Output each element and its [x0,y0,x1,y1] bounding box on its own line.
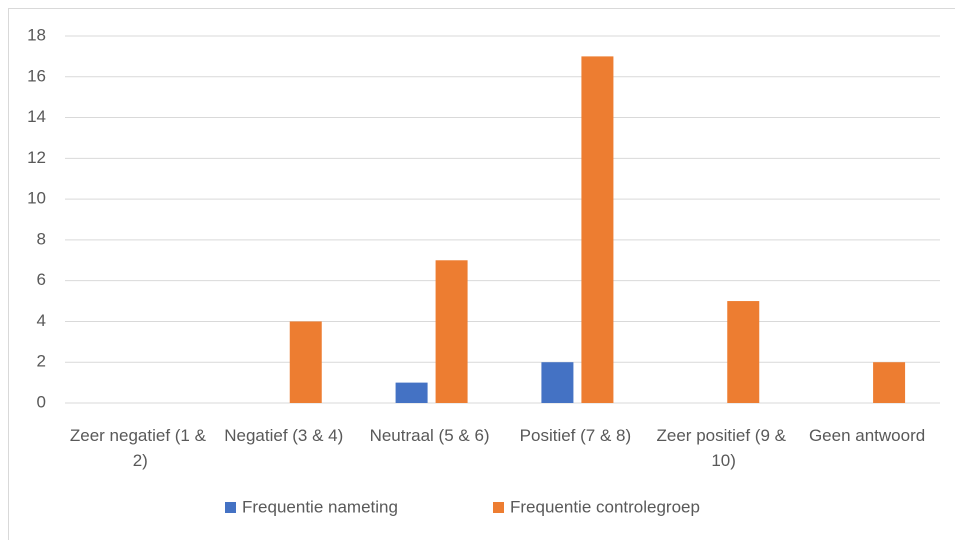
x-tick-label: Geen antwoord [809,426,925,445]
legend-label: Frequentie controlegroep [510,497,700,516]
y-tick-label: 10 [27,189,46,208]
x-tick-label: Negatief (3 & 4) [224,426,343,445]
x-tick-label: Positief (7 & 8) [520,426,632,445]
y-tick-label: 16 [27,66,46,85]
y-tick-label: 12 [27,148,46,167]
bar [395,382,428,403]
bar [727,301,760,403]
legend-swatch [225,502,236,513]
y-tick-label: 6 [37,270,46,289]
x-tick-label: Zeer negatief (1 & 2) [70,426,207,470]
bar [435,260,468,403]
y-tick-label: 18 [27,25,46,44]
y-tick-label: 0 [37,392,46,411]
y-tick-label: 14 [27,107,46,126]
x-tick-label: Zeer positief (9 & 10) [657,426,787,470]
y-tick-label: 4 [37,311,46,330]
legend-swatch [493,502,504,513]
bar [873,362,906,403]
bar [541,362,574,403]
y-tick-label: 2 [37,352,46,371]
chart-frame [8,8,955,540]
x-tick-label: Neutraal (5 & 6) [370,426,490,445]
legend-label: Frequentie nameting [242,497,398,516]
bar [581,56,614,404]
y-tick-label: 8 [37,229,46,248]
bar [289,321,322,403]
